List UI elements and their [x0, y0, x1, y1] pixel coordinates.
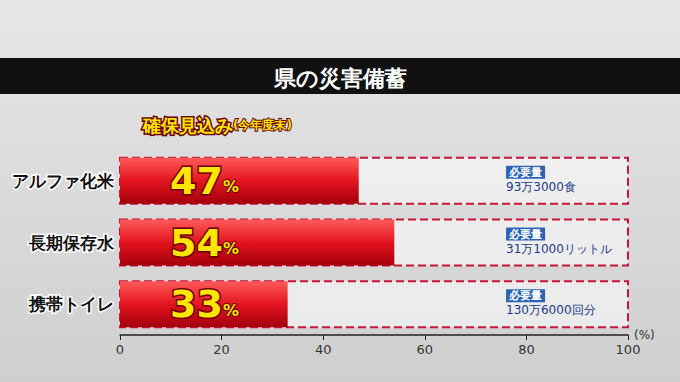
svg-text:130万6000回分: 130万6000回分: [506, 303, 595, 317]
svg-text:93万3000食: 93万3000食: [506, 180, 576, 194]
svg-text:必要量: 必要量: [508, 166, 542, 179]
svg-text:携帯トイレ: 携帯トイレ: [28, 294, 114, 314]
svg-text:(%): (%): [634, 328, 655, 342]
svg-text:100: 100: [616, 342, 641, 357]
svg-text:%: %: [223, 177, 239, 196]
svg-text:54: 54: [170, 221, 223, 265]
svg-text:長期保存水: 長期保存水: [28, 233, 115, 253]
svg-text:0: 0: [116, 342, 124, 357]
svg-text:%: %: [223, 239, 239, 258]
svg-text:47: 47: [170, 159, 223, 203]
svg-text:(今年度末): (今年度末): [233, 118, 292, 132]
svg-text:%: %: [223, 301, 239, 320]
svg-text:33: 33: [170, 282, 223, 326]
svg-text:40: 40: [315, 342, 332, 357]
svg-text:県の災害備蓄: 県の災害備蓄: [273, 66, 407, 91]
svg-text:80: 80: [518, 342, 535, 357]
svg-text:20: 20: [213, 342, 230, 357]
svg-text:31万1000リットル: 31万1000リットル: [506, 242, 612, 256]
svg-text:確保見込み: 確保見込み: [142, 115, 233, 136]
svg-text:60: 60: [417, 342, 434, 357]
svg-text:必要量: 必要量: [508, 289, 542, 302]
svg-text:必要量: 必要量: [508, 228, 542, 241]
svg-text:アルファ化米: アルファ化米: [12, 171, 115, 191]
